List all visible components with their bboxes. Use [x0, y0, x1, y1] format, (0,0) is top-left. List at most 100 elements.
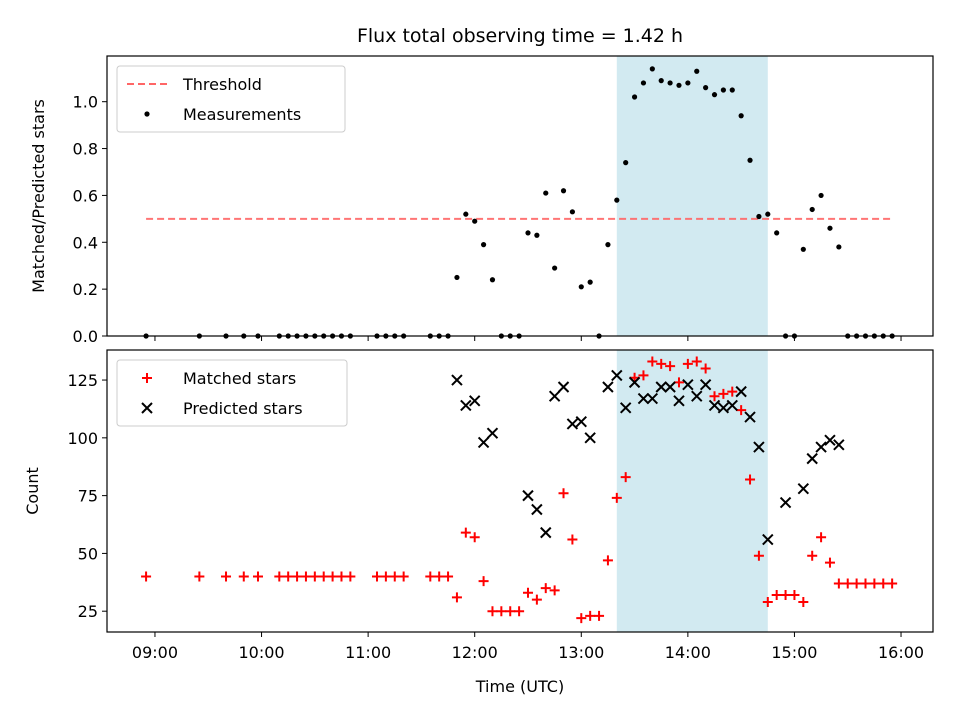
y-tick-label: 100 [67, 429, 98, 448]
predicted-star-point [815, 441, 827, 453]
matched-star-point [380, 571, 391, 582]
matched-star-point [611, 492, 622, 503]
predicted-star-point [744, 411, 756, 423]
matched-star-point [736, 405, 747, 416]
x-tick-label: 13:00 [558, 643, 604, 662]
matched-star-point [549, 585, 560, 596]
x-tick-label: 15:00 [771, 643, 817, 662]
predicted-star-point [628, 376, 641, 389]
matched-star-point [656, 358, 667, 369]
matched-star-point [807, 550, 818, 561]
matched-star-point [638, 370, 649, 381]
matched-star-point [327, 571, 338, 582]
matched-star-point [620, 472, 631, 483]
y-tick-label: 0.4 [73, 233, 98, 252]
matched-star-point [221, 571, 232, 582]
measurement-point [729, 87, 735, 93]
predicted-star-point [682, 378, 694, 391]
matched-star-point [842, 578, 853, 589]
predicted-star-point [824, 434, 836, 446]
highlight-span-top [616, 56, 768, 336]
matched-star-point [425, 571, 436, 582]
y-tick-label: 50 [78, 544, 98, 563]
matched-star-point [762, 596, 773, 607]
bottom-plot-frame [106, 349, 934, 633]
predicted-star-point [708, 399, 721, 412]
top-y-axis-label: Matched/Predicted stars [29, 99, 48, 293]
y-tick-label: 0.6 [73, 186, 98, 205]
matched-star-point [238, 571, 249, 582]
legend-box [116, 359, 348, 427]
measurement-point [640, 80, 647, 86]
legend-label: Threshold [182, 75, 262, 94]
x-tick-label: 09:00 [132, 643, 178, 662]
measurement-point [472, 218, 478, 224]
measurement-point [480, 242, 487, 248]
top-panel: 0.0 0.2 0.4 0.6 0.8 1.0 Matched/Predicted sta… [29, 55, 934, 346]
matched-star-point [460, 527, 471, 538]
predicted-star-point [833, 439, 845, 451]
predicted-star-point [735, 385, 747, 398]
x-tick-label: 11:00 [345, 643, 391, 662]
y-tick-label: 0.0 [73, 327, 98, 346]
measurement-point [605, 242, 611, 248]
predicted-star-point [548, 390, 561, 402]
predicted-star-point [531, 503, 543, 516]
measurement-point [658, 78, 664, 84]
matched-star-point [887, 578, 898, 589]
predicted-star-point [451, 374, 463, 386]
measurement-point [463, 211, 469, 217]
legend-label: Predicted stars [183, 399, 303, 418]
matched-star-point [771, 590, 782, 601]
predicted-star-point [797, 482, 810, 495]
top-plot-frame [106, 55, 934, 337]
matched-star-point [682, 358, 693, 369]
bottom-legend: Matched stars Predicted stars [116, 359, 348, 427]
measurement-point [552, 265, 558, 271]
measurement-point [489, 277, 496, 283]
legend-label: Matched stars [183, 369, 296, 388]
measurement-point [525, 230, 531, 236]
matched-star-point [496, 606, 507, 617]
matched-star-point [478, 576, 489, 587]
matched-star-point [487, 606, 498, 617]
matched-star-point [727, 386, 738, 397]
y-tick-label: 25 [78, 602, 98, 621]
legend-matched-swatch [142, 373, 152, 383]
chart-title: Flux total observing time = 1.42 h [357, 25, 683, 47]
measurement-point [560, 188, 567, 194]
matched-star-point [665, 361, 676, 372]
top-axis-ticks: 0.0 0.2 0.4 0.6 0.8 1.0 [73, 93, 902, 346]
matched-star-point [780, 590, 791, 601]
legend-box [116, 65, 346, 133]
measurement-point [569, 209, 576, 215]
measurement-point [827, 225, 833, 231]
matched-star-point [673, 377, 684, 388]
x-tick-label: 16:00 [878, 643, 924, 662]
measurement-point [587, 279, 593, 285]
predicted-star-point [646, 392, 659, 405]
matched-star-point [869, 578, 880, 589]
measurement-point [703, 85, 709, 91]
matched-star-point [141, 571, 152, 582]
legend-measurement-swatch [144, 111, 150, 117]
measurement-point [631, 94, 638, 100]
matched-star-point [691, 356, 702, 367]
matched-star-point [878, 578, 889, 589]
matched-star-point [389, 571, 400, 582]
matched-star-point [274, 571, 285, 582]
matched-star-point [647, 356, 658, 367]
y-tick-label: 1.0 [73, 93, 98, 112]
measurement-point [800, 246, 806, 252]
predicted-star-point [726, 399, 738, 412]
measurement-point [765, 211, 771, 217]
measurement-point [774, 230, 780, 236]
matched-star-point [567, 534, 578, 545]
predicted-star-point [584, 432, 596, 444]
predicted-star-point [762, 533, 774, 546]
x-tick-label: 12:00 [452, 643, 498, 662]
predicted-star-point [477, 436, 490, 449]
y-tick-label: 125 [67, 371, 98, 390]
bottom-series [141, 356, 898, 624]
